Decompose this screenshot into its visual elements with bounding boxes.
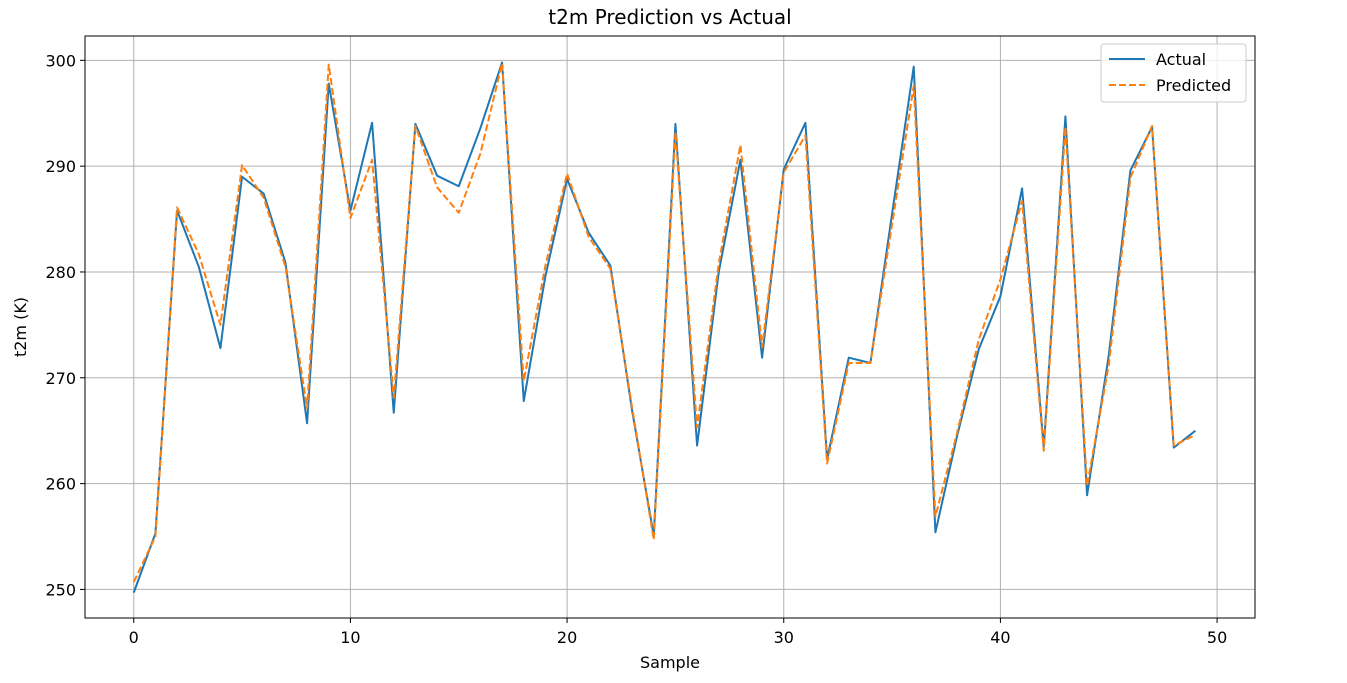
ticks: 0 10 20 30 40 50 250 260 270 280 290 300 [45,51,1227,647]
x-tick-label: 30 [774,628,794,647]
series-line-predicted [132,62,1196,583]
y-axis-title: t2m (K) [11,297,30,357]
plot-frame [84,35,1256,619]
x-tick-label: 20 [557,628,577,647]
y-tick-label: 280 [45,263,76,282]
y-tick-label: 250 [45,580,76,599]
x-tick-label: 50 [1207,628,1227,647]
series-lines [132,61,1197,593]
y-tick-label: 290 [45,157,76,176]
y-tick-label: 300 [45,51,76,70]
x-tick-label: 10 [340,628,360,647]
chart-title: t2m Prediction vs Actual [548,5,791,29]
x-axis-title: Sample [640,653,700,672]
legend-label-actual: Actual [1156,50,1206,69]
y-tick-label: 270 [45,369,76,388]
x-tick-label: 40 [990,628,1010,647]
legend-label-predicted: Predicted [1156,76,1231,95]
x-tick-label: 0 [129,628,139,647]
grid [85,36,1255,618]
legend: Actual Predicted [1100,43,1247,103]
y-tick-label: 260 [45,475,76,494]
